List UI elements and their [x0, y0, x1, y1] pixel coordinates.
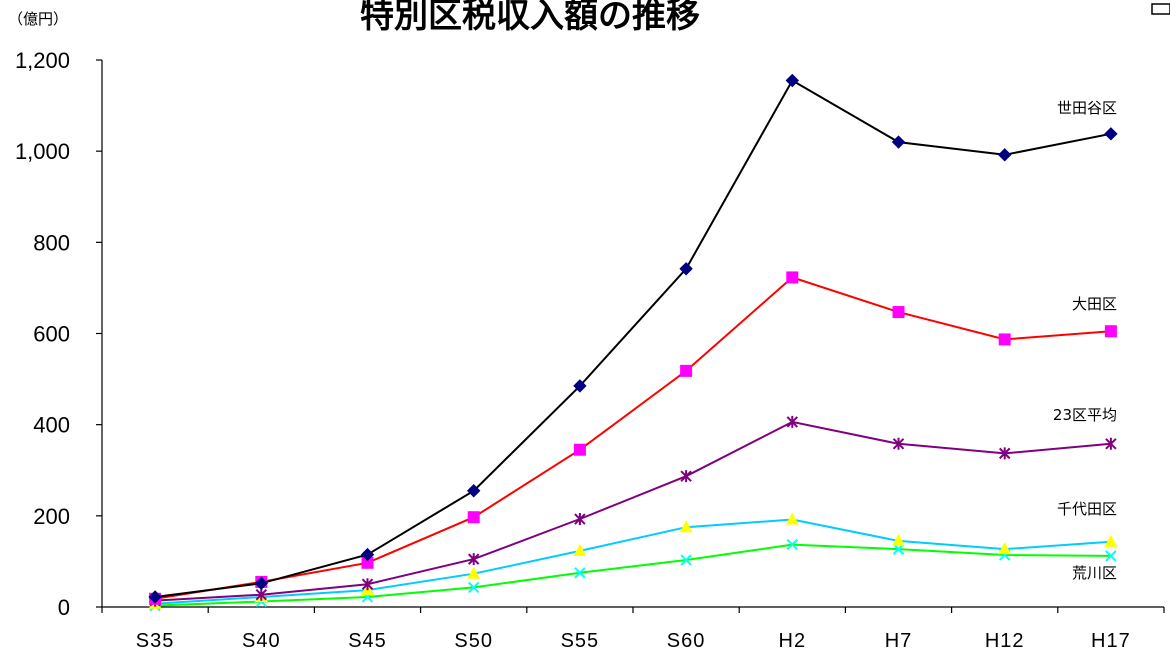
data-point — [679, 520, 693, 533]
x-tick-label: H17 — [1091, 630, 1131, 652]
series-line — [155, 518, 1111, 605]
chart-title: 特別区税収入額の推移 — [360, 0, 700, 36]
x-tick-label: H7 — [885, 630, 913, 652]
y-tick-label: 400 — [33, 413, 70, 438]
data-point — [997, 148, 1012, 162]
y-tick-label: 0 — [58, 595, 70, 620]
data-point — [679, 262, 693, 276]
series-label: 23区平均 — [1053, 406, 1117, 424]
data-point — [148, 590, 162, 604]
data-point — [680, 554, 692, 566]
data-point — [574, 567, 586, 579]
data-point — [680, 364, 693, 377]
data-point — [574, 513, 586, 526]
data-point — [255, 588, 268, 601]
x-tick-label: S45 — [348, 630, 387, 652]
y-tick-label: 1,200 — [15, 48, 70, 73]
data-point — [1104, 127, 1118, 141]
x-tick-label: S35 — [136, 630, 175, 652]
data-point — [361, 556, 374, 569]
data-point — [1104, 534, 1118, 547]
y-tick-label: 600 — [33, 322, 70, 347]
data-point — [891, 135, 906, 149]
y-tick-label: 800 — [33, 230, 70, 255]
data-point — [573, 543, 587, 556]
data-point — [892, 306, 905, 319]
x-tick-label: S40 — [242, 630, 281, 652]
x-tick-label: S50 — [454, 630, 493, 652]
data-point — [1105, 550, 1117, 562]
data-point — [1105, 437, 1117, 450]
data-point — [998, 333, 1011, 346]
y-axis-unit-label: （億円） — [8, 10, 68, 28]
data-point — [467, 581, 480, 594]
series-label: 世田谷区 — [1057, 99, 1117, 117]
series-line — [154, 276, 1111, 600]
data-point — [680, 470, 692, 483]
data-point — [573, 379, 587, 393]
data-point — [786, 538, 799, 551]
data-point — [467, 566, 481, 579]
data-point — [254, 576, 269, 591]
data-point — [998, 447, 1011, 460]
data-point — [786, 415, 799, 428]
data-point — [1104, 325, 1117, 338]
data-point — [360, 547, 375, 562]
data-point — [785, 512, 799, 525]
series-line — [154, 79, 1112, 598]
series-label: 荒川区 — [1072, 564, 1117, 582]
series-line — [155, 420, 1111, 602]
data-point — [467, 553, 480, 566]
x-tick-label: S55 — [561, 630, 600, 652]
data-point — [361, 578, 374, 591]
data-point — [892, 437, 905, 450]
y-tick-label: 1,000 — [15, 139, 70, 164]
series-label: 千代田区 — [1057, 500, 1117, 518]
data-point — [467, 511, 480, 524]
data-point — [785, 73, 800, 88]
data-point — [786, 271, 799, 284]
legend-box-edge — [1151, 3, 1170, 15]
data-point — [466, 484, 481, 498]
x-tick-label: H2 — [779, 630, 807, 652]
data-point — [573, 443, 586, 456]
x-tick-label: S60 — [667, 630, 706, 652]
series-line — [155, 543, 1111, 607]
data-point — [998, 542, 1012, 555]
data-point — [892, 533, 905, 546]
plot-area: 0 200 400 600 800 1,000 1,200 S35 S40 S45 S50 S55 S6… — [15, 48, 1165, 652]
x-tick-label: H12 — [985, 630, 1025, 652]
series-label: 大田区 — [1072, 295, 1117, 313]
y-tick-label: 200 — [33, 504, 70, 529]
